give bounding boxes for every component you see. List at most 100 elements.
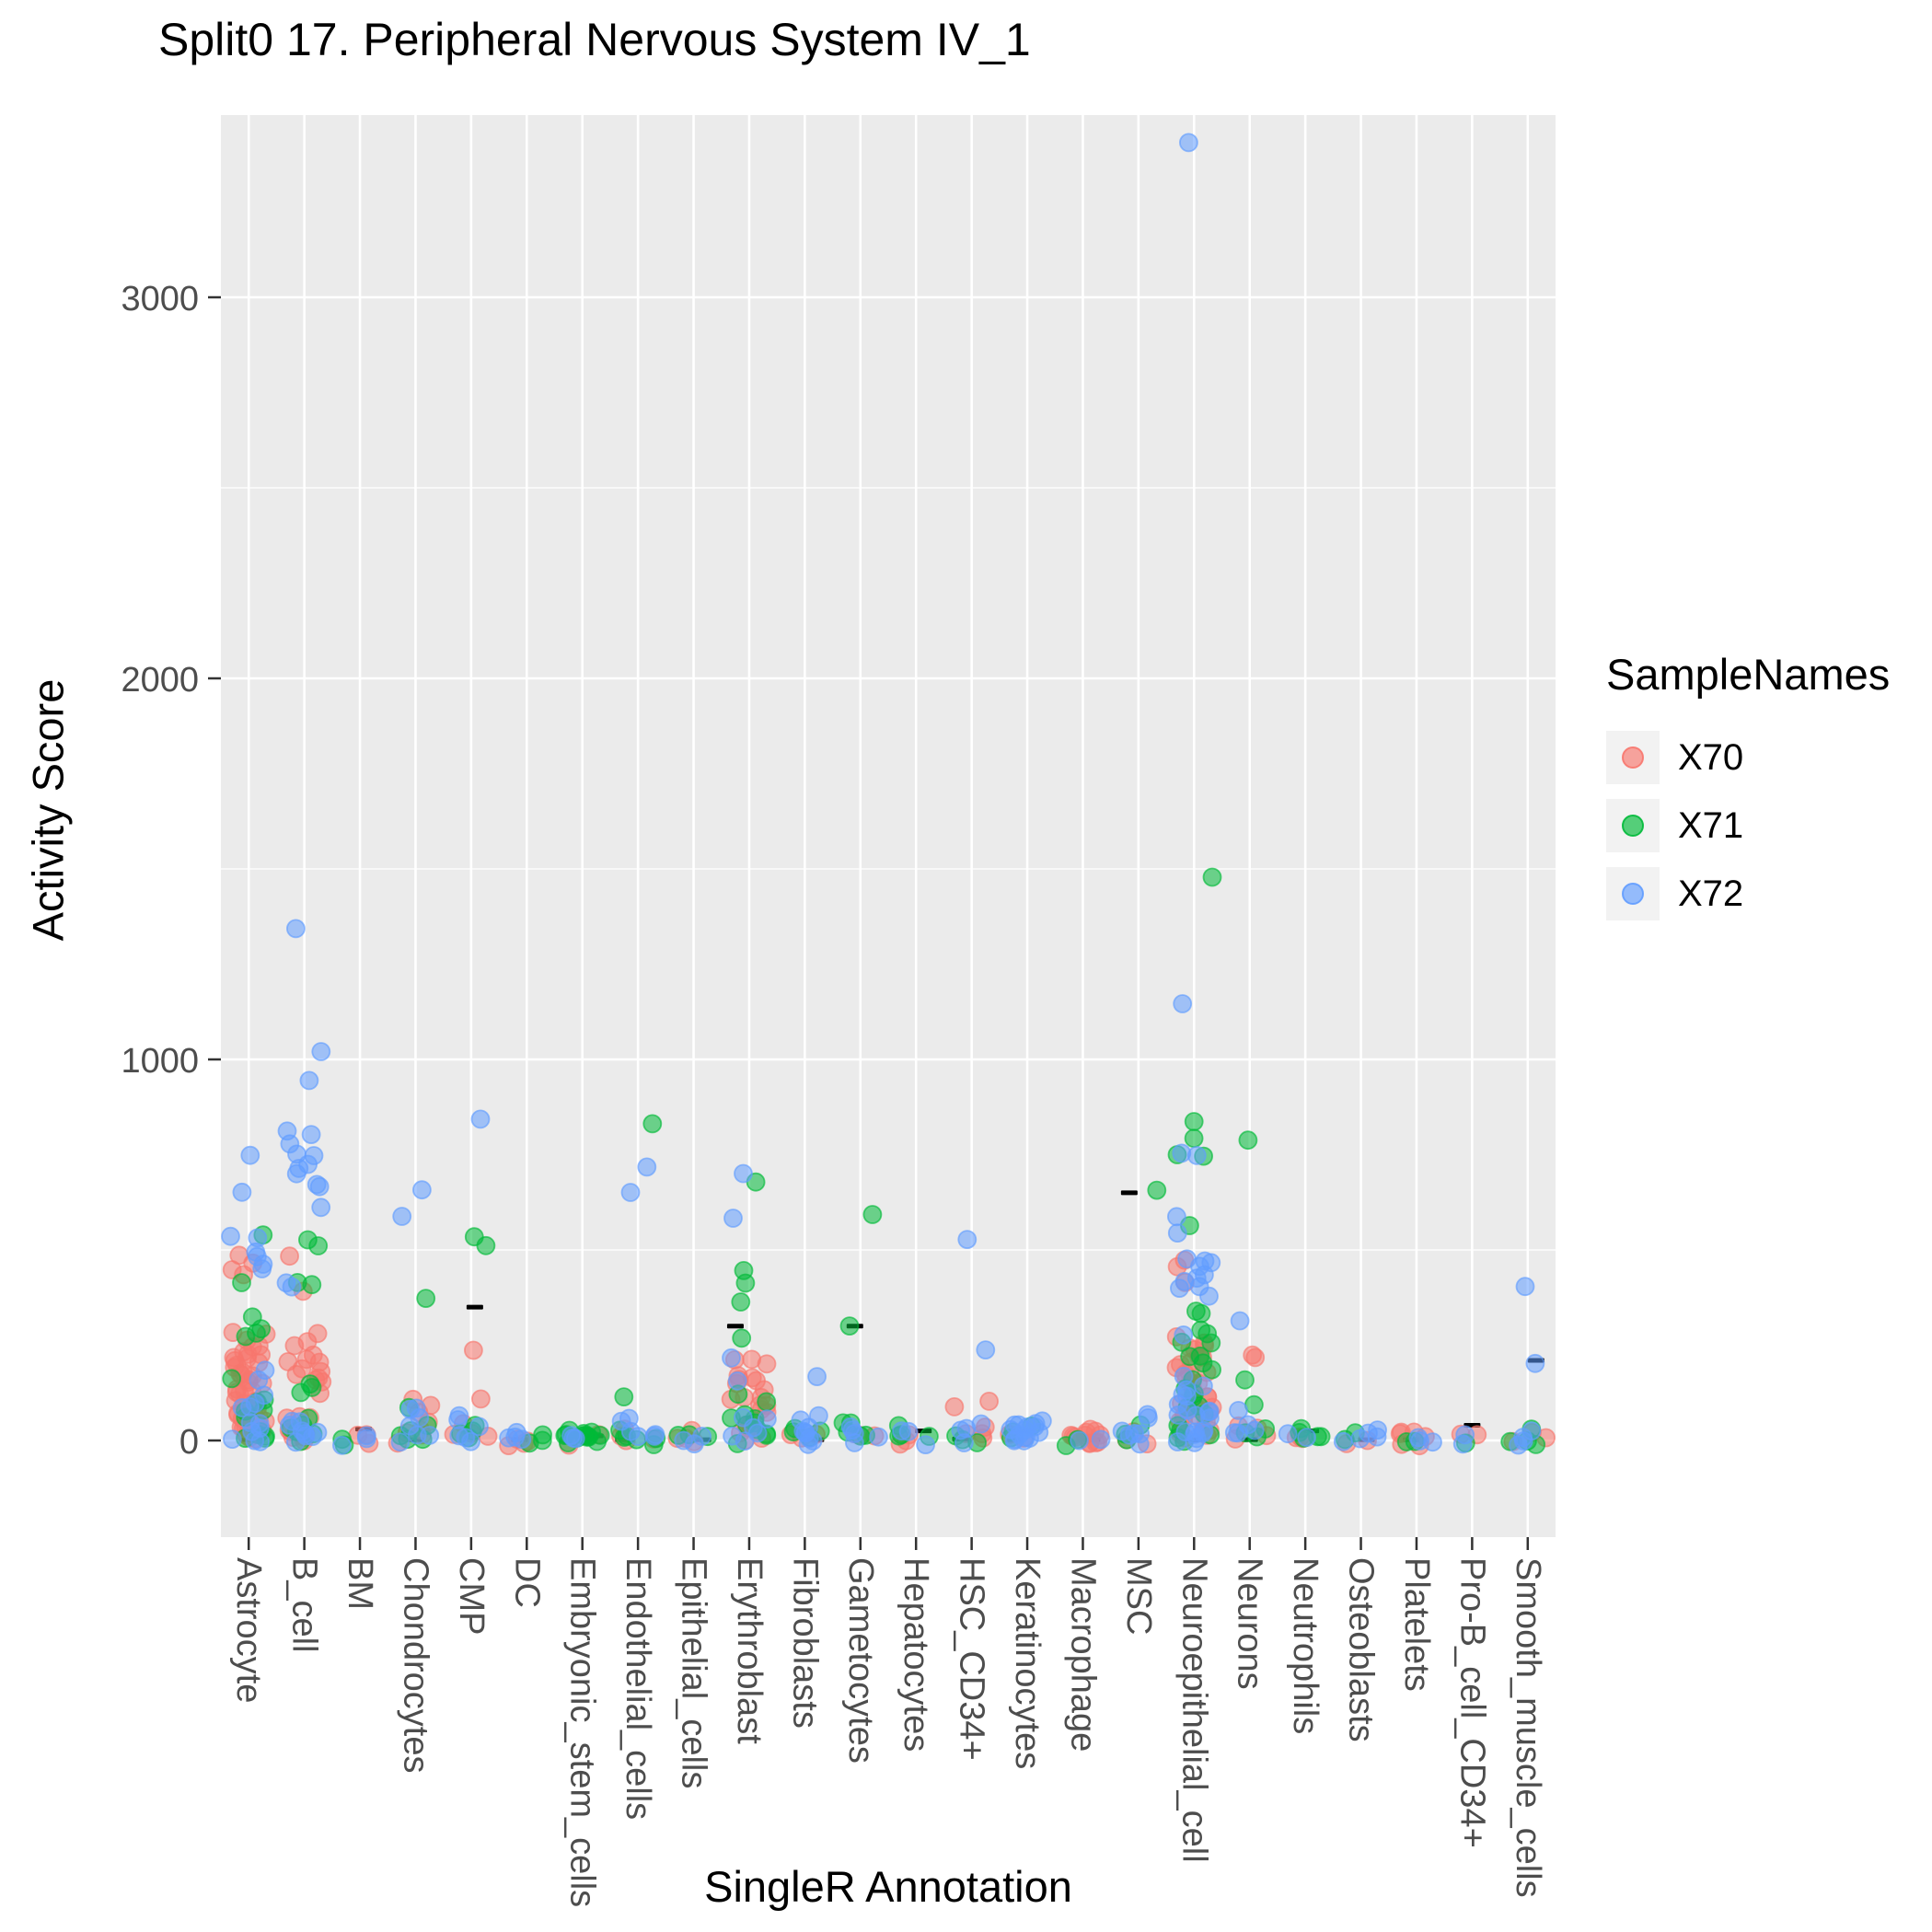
legend-entry-x71: X71 — [1606, 792, 1890, 860]
data-point — [1229, 1401, 1248, 1420]
data-point — [979, 1392, 999, 1411]
x-tick-label: Gametocytes — [841, 1557, 880, 1764]
data-point — [1170, 1278, 1189, 1298]
x-tick-label: Neutrophils — [1286, 1557, 1325, 1734]
legend-swatch-x70 — [1622, 746, 1644, 769]
legend-title: SampleNames — [1606, 650, 1891, 699]
data-point — [723, 1426, 742, 1446]
data-point — [1014, 1430, 1035, 1451]
data-point — [1235, 1370, 1255, 1390]
data-point — [1167, 1432, 1187, 1452]
data-point — [311, 1042, 331, 1061]
data-point — [286, 1364, 307, 1384]
data-point — [309, 1176, 330, 1197]
data-point — [1139, 1408, 1158, 1428]
data-point — [1228, 1423, 1248, 1443]
x-tick-label: Endothelial_cells — [619, 1557, 657, 1820]
data-point — [803, 1431, 823, 1451]
y-tick-label: 0 — [179, 1423, 199, 1462]
data-point — [222, 1369, 242, 1389]
data-point — [356, 1429, 376, 1449]
data-point — [1091, 1429, 1111, 1450]
data-point — [1173, 994, 1193, 1013]
data-point — [807, 1367, 827, 1386]
data-point — [464, 1340, 483, 1360]
x-tick-label: Embryonic_stem_cells — [563, 1557, 602, 1907]
data-point — [1184, 1128, 1204, 1149]
data-point — [614, 1387, 634, 1406]
data-point — [642, 1114, 663, 1134]
data-point — [731, 1292, 751, 1312]
data-point — [1174, 1325, 1194, 1345]
legend-key-x71 — [1606, 799, 1660, 852]
y-tick-label: 1000 — [121, 1042, 199, 1081]
data-point — [1408, 1428, 1429, 1448]
data-point — [471, 1389, 491, 1409]
data-point — [1525, 1353, 1545, 1373]
x-tick-label: Neuroepithelial_cell — [1174, 1557, 1213, 1863]
data-point — [628, 1427, 648, 1446]
data-point — [1070, 1430, 1089, 1451]
legend-entry-x70: X70 — [1606, 723, 1890, 792]
y-axis-title: Activity Score — [23, 678, 73, 942]
data-point — [299, 1070, 319, 1091]
data-point — [1297, 1428, 1316, 1447]
data-point — [734, 1163, 753, 1184]
legend-swatch-icon — [1622, 746, 1644, 769]
legend-swatch-x72 — [1622, 883, 1644, 905]
data-point — [757, 1354, 777, 1374]
plot-panel — [221, 115, 1556, 1537]
data-point — [232, 1273, 251, 1292]
data-point — [221, 1226, 240, 1246]
data-point — [236, 1326, 256, 1347]
data-point — [282, 1277, 302, 1297]
x-tick-label: Pro-B_cell_CD34+ — [1452, 1557, 1491, 1848]
data-point — [1515, 1277, 1535, 1297]
x-tick-label: Astrocyte — [229, 1557, 268, 1703]
data-point — [723, 1209, 743, 1228]
data-point — [862, 1205, 883, 1224]
data-point — [311, 1197, 331, 1218]
legend-label-x71: X71 — [1678, 804, 1744, 846]
data-point — [684, 1434, 704, 1454]
data-point — [563, 1428, 584, 1448]
data-point — [1129, 1434, 1150, 1454]
data-point — [222, 1429, 242, 1449]
x-tick-label: Keratinocytes — [1008, 1557, 1047, 1769]
data-point — [845, 1433, 864, 1452]
data-point — [470, 1109, 491, 1129]
data-point — [869, 1427, 888, 1447]
legend-label-x70: X70 — [1678, 736, 1744, 778]
data-point — [416, 1289, 436, 1308]
data-point — [1185, 1432, 1205, 1452]
summary-mark — [1120, 1190, 1138, 1196]
data-point — [1333, 1431, 1353, 1452]
data-point — [1245, 1348, 1266, 1368]
data-point — [1194, 1376, 1213, 1396]
summary-mark — [466, 1304, 483, 1310]
x-tick-label: DC — [507, 1557, 546, 1608]
x-tick-label: Neurons — [1231, 1557, 1269, 1690]
chart-title: Split0 17. Peripheral Nervous System IV_… — [158, 14, 1031, 65]
data-point — [1168, 1406, 1188, 1425]
data-point — [976, 1340, 996, 1359]
data-point — [1202, 867, 1222, 887]
x-axis-title: SingleR Annotation — [704, 1862, 1072, 1911]
x-tick-label: MSC — [1119, 1557, 1158, 1635]
legend-entry-x72: X72 — [1606, 860, 1890, 928]
x-tick-label: Osteoblasts — [1342, 1557, 1381, 1742]
data-point — [620, 1183, 641, 1202]
data-point — [1238, 1130, 1258, 1151]
x-tick-label: Epithelial_cells — [675, 1557, 713, 1788]
data-point — [747, 1423, 768, 1443]
data-point — [944, 1397, 965, 1417]
data-point — [533, 1425, 552, 1445]
data-point — [476, 1235, 496, 1255]
data-point — [250, 1431, 271, 1452]
x-tick-label: BM — [341, 1557, 379, 1610]
data-point — [758, 1409, 777, 1429]
data-point — [637, 1157, 657, 1177]
data-point — [1191, 1303, 1211, 1324]
y-tick-label: 3000 — [121, 280, 199, 318]
